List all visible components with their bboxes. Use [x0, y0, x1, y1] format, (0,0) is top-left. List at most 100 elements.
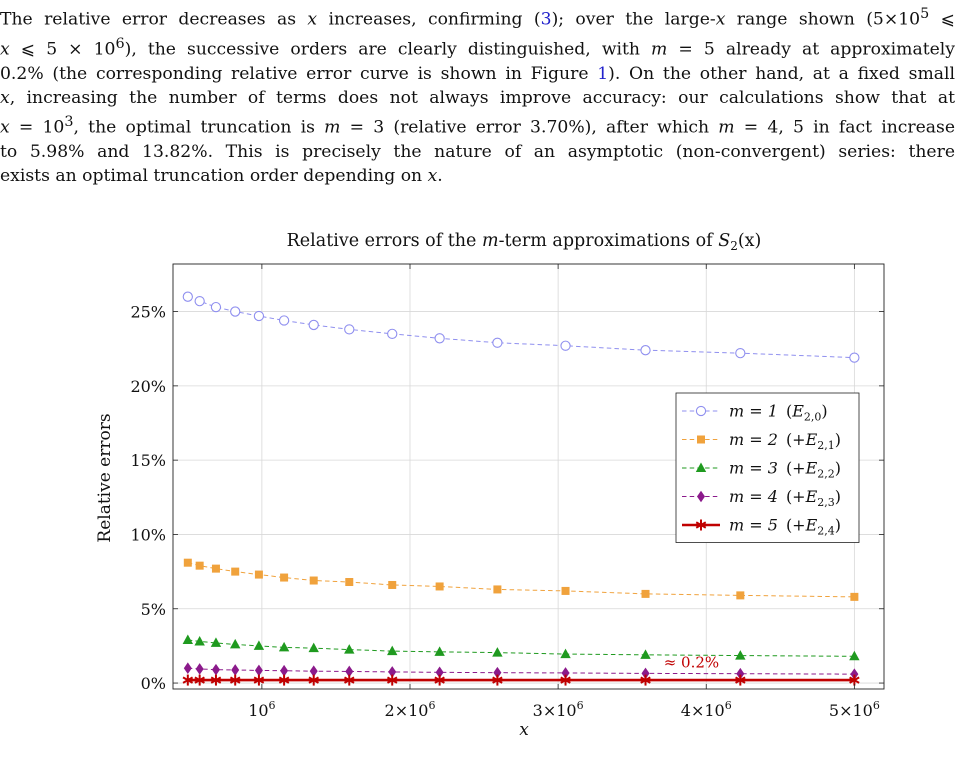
- data-point-m3: [344, 644, 355, 654]
- legend-entry-m2: m = 2 (+E2,1): [729, 430, 841, 452]
- series-line-m4: [187, 667, 855, 675]
- data-point-m2: [309, 576, 318, 585]
- chart-title: Relative errors of the m-term approximat…: [287, 231, 762, 253]
- legend-marker: [695, 519, 707, 531]
- paragraph-line-1: The relative error decreases as x increa…: [0, 6, 956, 30]
- data-point-m1: [560, 340, 571, 351]
- y-axis-label: Relative errors: [95, 413, 115, 542]
- data-point-m2: [736, 591, 745, 600]
- axes-layer: 106 2×106 3×106 4×106 5×106 0% 5% 10% 15% 20% 25%: [130, 263, 885, 720]
- data-point-m3: [182, 634, 194, 644]
- data-point-m3: [230, 638, 241, 649]
- data-point-m2: [561, 586, 570, 595]
- data-point-m1: [308, 319, 319, 331]
- data-point-m3: [849, 650, 860, 661]
- data-point-m2: [195, 561, 204, 570]
- data-point-m4: [561, 667, 570, 679]
- data-point-m3: [387, 645, 398, 656]
- data-point-m4: [435, 666, 444, 679]
- data-point-m5: [849, 674, 860, 686]
- data-point-m2: [231, 567, 240, 576]
- paragraph-line-6: to 5.98% and 13.82%. This is precisely t…: [0, 142, 955, 163]
- data-point-m5: [182, 674, 194, 686]
- data-point-m5: [386, 674, 398, 686]
- legend-marker: [697, 490, 705, 503]
- data-point-m3: [253, 640, 265, 650]
- data-point-m5: [640, 674, 651, 686]
- data-point-m2: [850, 592, 859, 601]
- series-layer: ≈ 0.2%: [182, 291, 860, 686]
- data-point-m5: [229, 674, 241, 686]
- data-point-m5: [735, 674, 746, 686]
- data-point-m1: [492, 337, 503, 348]
- data-point-m1: [735, 348, 746, 359]
- data-point-m4: [641, 667, 650, 680]
- figure-ref-link[interactable]: 1: [597, 63, 609, 84]
- data-point-m3: [210, 637, 222, 647]
- paragraph-line-4: x, increasing the number of terms does n…: [0, 88, 955, 109]
- chart-legend: m = 1 (E2,0) m = 2 (+E2,1) m = 3 (+E2,2) m …: [675, 392, 860, 543]
- data-point-m4: [345, 665, 354, 678]
- annotation-label: ≈ 0.2%: [664, 653, 719, 671]
- x-axis-label: x: [519, 720, 529, 740]
- data-point-m4: [231, 664, 240, 676]
- data-point-m1: [640, 345, 651, 356]
- data-point-m2: [183, 558, 192, 567]
- data-point-m3: [308, 642, 319, 653]
- legend-marker: [695, 462, 707, 472]
- data-point-m2: [641, 589, 650, 598]
- data-point-m5: [344, 674, 355, 686]
- data-point-m4: [280, 664, 289, 677]
- legend-entry-m3: m = 3 (+E2,2): [729, 459, 841, 481]
- data-point-m4: [254, 664, 263, 677]
- data-point-m5: [308, 674, 319, 686]
- data-point-m2: [435, 582, 444, 591]
- data-point-m5: [560, 674, 571, 686]
- data-point-m4: [388, 666, 397, 678]
- data-point-m5: [434, 674, 445, 686]
- data-point-m4: [211, 663, 220, 676]
- equation-ref-link[interactable]: 3: [540, 9, 552, 30]
- data-point-m3: [194, 635, 205, 646]
- data-point-m2: [280, 573, 289, 582]
- data-point-m1: [434, 333, 445, 344]
- x-tick-label: 4×106: [681, 699, 732, 720]
- data-point-m1: [344, 324, 355, 335]
- x-tick-label: 3×106: [533, 699, 584, 720]
- legend-entry-m5: m = 5 (+E2,4): [729, 516, 841, 538]
- y-tick-label: 5%: [141, 600, 166, 619]
- data-point-m3: [735, 650, 746, 660]
- data-point-m3: [560, 648, 571, 659]
- data-point-m1: [278, 315, 290, 326]
- paragraph-line-5: x = 103, the optimal truncation is m = 3…: [0, 114, 956, 139]
- legend-entry-m1: m = 1 (E2,0): [729, 402, 828, 424]
- data-point-m4: [736, 667, 745, 680]
- data-point-m3: [492, 647, 503, 657]
- data-point-m1: [387, 328, 398, 339]
- paragraph-line-7: exists an optimal truncation order depen…: [0, 166, 443, 187]
- data-point-m3: [640, 649, 651, 659]
- data-point-m2: [211, 564, 220, 573]
- data-point-m5: [210, 674, 222, 686]
- x-tick-label: 106: [248, 699, 275, 720]
- y-tick-label: 0%: [141, 674, 166, 693]
- plot-frame: [172, 263, 885, 690]
- data-point-m2: [254, 570, 263, 579]
- legend-marker: [695, 405, 707, 417]
- data-point-m4: [850, 668, 859, 680]
- data-point-m4: [309, 665, 318, 677]
- data-point-m2: [388, 580, 397, 589]
- data-point-m5: [278, 674, 290, 686]
- paragraph-line-3: 0.2% (the corresponding relative error c…: [0, 63, 955, 84]
- data-point-m1: [230, 306, 241, 317]
- data-point-m1: [253, 310, 265, 322]
- data-point-m3: [278, 641, 290, 652]
- data-point-m2: [493, 585, 502, 594]
- data-point-m4: [493, 666, 502, 679]
- y-tick-label: 25%: [130, 303, 166, 322]
- data-point-m5: [492, 674, 503, 686]
- x-tick-label: 5×106: [829, 699, 880, 720]
- data-point-m1: [849, 352, 860, 363]
- data-point-m1: [194, 296, 205, 307]
